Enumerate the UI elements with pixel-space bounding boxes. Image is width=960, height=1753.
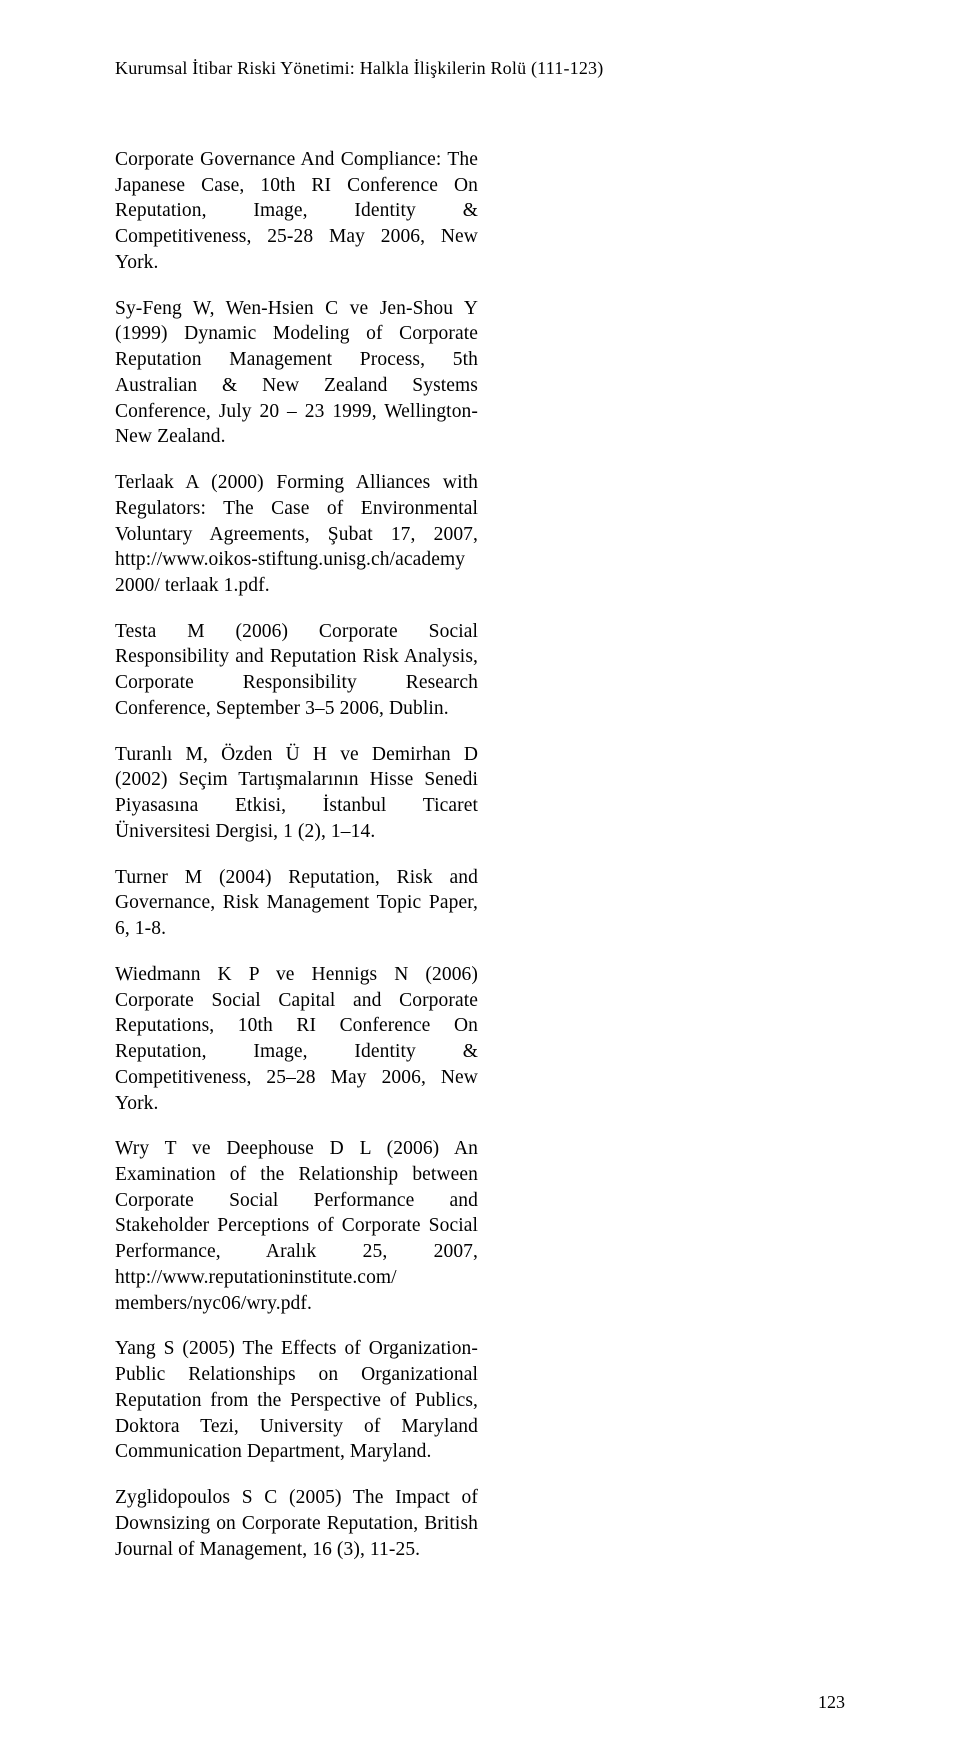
page-number: 123 <box>818 1692 845 1713</box>
reference-item: Turanlı M, Özden Ü H ve Demirhan D (2002… <box>115 742 478 845</box>
reference-item: Wiedmann K P ve Hennigs N (2006) Corpora… <box>115 962 478 1116</box>
reference-item: Yang S (2005) The Effects of Organizatio… <box>115 1336 478 1465</box>
reference-item: Sy-Feng W, Wen-Hsien C ve Jen-Shou Y (19… <box>115 296 478 450</box>
reference-item: Turner M (2004) Reputation, Risk and Gov… <box>115 865 478 942</box>
references-column: Corporate Governance And Compliance: The… <box>115 147 478 1562</box>
reference-item: Wry T ve Deephouse D L (2006) An Examina… <box>115 1136 478 1316</box>
page-header: Kurumsal İtibar Riski Yönetimi: Halkla İ… <box>115 58 845 79</box>
reference-item: Testa M (2006) Corporate Social Responsi… <box>115 619 478 722</box>
reference-item: Zyglidopoulos S C (2005) The Impact of D… <box>115 1485 478 1562</box>
reference-item: Terlaak A (2000) Forming Alliances with … <box>115 470 478 599</box>
reference-item: Corporate Governance And Compliance: The… <box>115 147 478 276</box>
